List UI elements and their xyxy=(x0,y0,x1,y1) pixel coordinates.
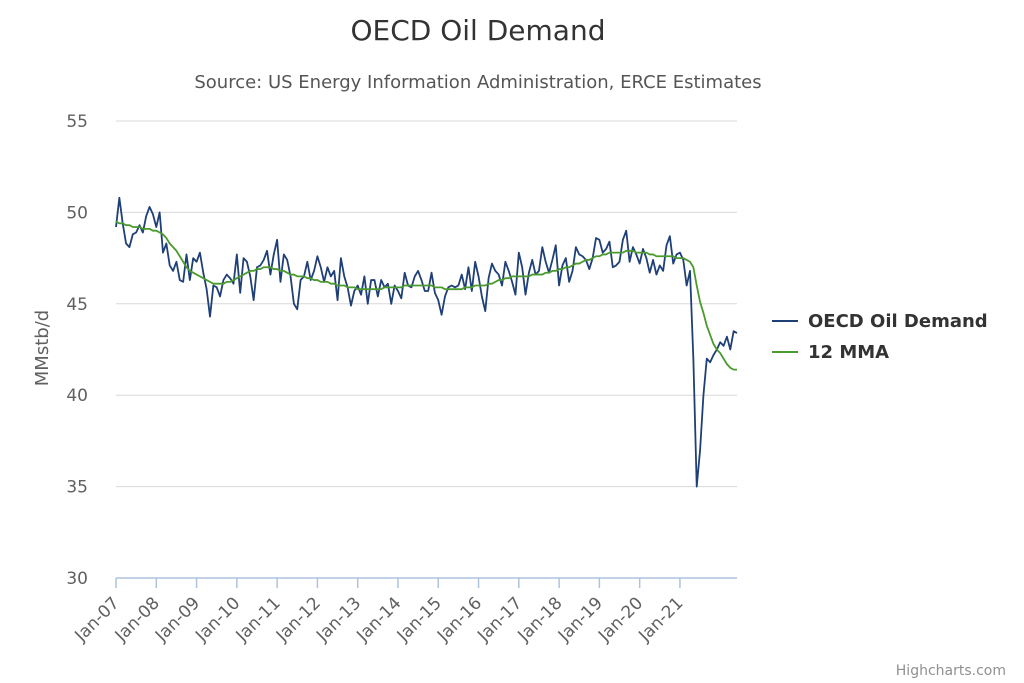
x-tick-label: Jan-08 xyxy=(111,593,164,646)
series-line-1[interactable] xyxy=(115,220,737,371)
y-tick-label: 40 xyxy=(66,386,88,406)
y-tick-label: 30 xyxy=(66,569,88,589)
x-tick-label: Jan-18 xyxy=(514,593,567,646)
chart-subtitle: Source: US Energy Information Administra… xyxy=(194,72,761,93)
x-tick-label: Jan-15 xyxy=(393,593,446,646)
x-axis: Jan-07Jan-08Jan-09Jan-10Jan-11Jan-12Jan-… xyxy=(71,577,737,646)
x-tick-label: Jan-11 xyxy=(232,593,285,646)
x-tick-label: Jan-17 xyxy=(473,593,526,646)
x-tick-label: Jan-07 xyxy=(71,593,124,646)
y-tick-label: 55 xyxy=(66,112,88,132)
legend-item-1[interactable]: 12 MMA xyxy=(772,342,889,363)
x-tick-label: Jan-19 xyxy=(554,593,607,646)
chart-title: OECD Oil Demand xyxy=(351,14,606,47)
legend-label: OECD Oil Demand xyxy=(808,311,988,332)
y-axis-title: MMstb/d xyxy=(32,310,53,386)
legend[interactable]: OECD Oil Demand 12 MMA xyxy=(772,311,988,363)
x-tick-label: Jan-20 xyxy=(594,593,647,646)
legend-item-0[interactable]: OECD Oil Demand xyxy=(772,311,988,332)
x-tick-label: Jan-21 xyxy=(634,593,687,646)
series-lines xyxy=(115,196,738,488)
y-tick-label: 45 xyxy=(66,295,88,315)
x-tick-label: Jan-10 xyxy=(191,593,244,646)
credits[interactable]: Highcharts.com xyxy=(896,663,1006,679)
y-tick-label: 50 xyxy=(66,203,88,223)
series-line-0[interactable] xyxy=(115,196,738,488)
y-axis-ticks: 30 35 40 45 50 55 xyxy=(66,112,88,589)
x-tick-label: Jan-16 xyxy=(433,593,486,646)
legend-label: 12 MMA xyxy=(808,342,889,363)
gridlines xyxy=(116,120,737,488)
x-tick-label: Jan-13 xyxy=(312,593,365,646)
x-tick-label: Jan-14 xyxy=(352,593,405,646)
y-tick-label: 35 xyxy=(66,478,88,498)
x-tick-label: Jan-12 xyxy=(272,593,325,646)
x-tick-label: Jan-09 xyxy=(151,593,204,646)
